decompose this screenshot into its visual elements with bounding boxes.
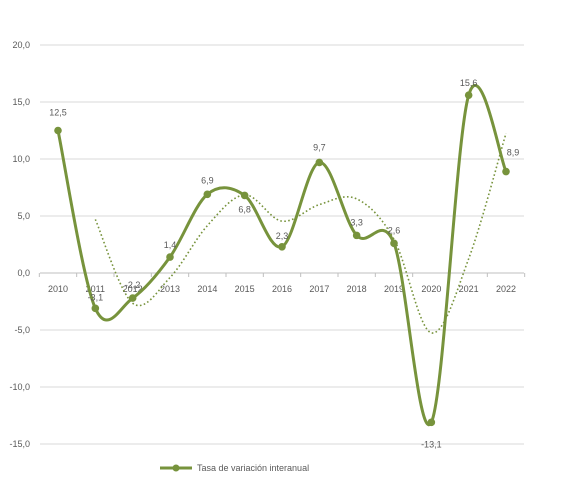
x-tick-label: 2018 bbox=[347, 284, 367, 294]
data-point bbox=[315, 158, 324, 167]
y-tick-label: 20,0 bbox=[12, 40, 30, 50]
x-tick-label: 2013 bbox=[160, 284, 180, 294]
y-tick-label: 10,0 bbox=[12, 154, 30, 164]
data-label: 6,9 bbox=[201, 175, 214, 185]
data-point bbox=[203, 190, 212, 199]
data-label: -2,2 bbox=[125, 280, 141, 290]
data-label: 6,8 bbox=[238, 204, 251, 214]
x-tick-label: 2019 bbox=[384, 284, 404, 294]
data-point bbox=[502, 167, 510, 176]
data-point bbox=[54, 126, 62, 135]
x-tick-label: 2011 bbox=[86, 284, 105, 294]
data-labels: 12,5 -3,1 -2,2 1,4 6,9 6,8 2,3 9,7 3,3 2,6 -13,1 15… bbox=[49, 78, 519, 449]
y-tick-label: 0,0 bbox=[17, 268, 30, 278]
data-point bbox=[166, 253, 174, 261]
data-point bbox=[240, 191, 249, 200]
y-tick-label: 5,0 bbox=[17, 211, 30, 221]
y-axis-ticks: 20,0 15,0 10,0 5,0 0,0 -5,0 -10,0 -15,0 bbox=[9, 40, 30, 449]
x-tick-label: 2012 bbox=[123, 284, 143, 294]
series-group bbox=[54, 83, 510, 427]
x-axis-ticks: 2010 2011 2012 2013 2014 2015 2016 2017 2018 2019… bbox=[38, 273, 526, 294]
gridlines bbox=[40, 44, 524, 445]
data-label: 8,9 bbox=[507, 148, 520, 158]
data-label: -13,1 bbox=[421, 439, 442, 449]
data-label: -3,1 bbox=[88, 292, 104, 302]
data-label: 2,3 bbox=[276, 231, 289, 241]
data-point bbox=[390, 239, 398, 248]
data-label: 15,6 bbox=[460, 78, 478, 88]
data-point bbox=[128, 294, 137, 302]
x-tick-label: 2010 bbox=[48, 284, 68, 294]
series-line-moving-average bbox=[94, 133, 507, 334]
x-tick-label: 2020 bbox=[421, 284, 441, 294]
data-label: 2,6 bbox=[388, 225, 401, 235]
legend: Tasa de variación interanual bbox=[160, 463, 309, 473]
y-tick-label: -15,0 bbox=[9, 439, 30, 449]
data-point bbox=[352, 231, 361, 240]
x-tick-label: 2015 bbox=[235, 284, 255, 294]
y-tick-label: -10,0 bbox=[9, 382, 30, 392]
x-tick-label: 2017 bbox=[309, 284, 329, 294]
x-tick-label: 2014 bbox=[197, 284, 217, 294]
x-tick-label: 2016 bbox=[272, 284, 292, 294]
data-point bbox=[427, 418, 436, 427]
data-label: 12,5 bbox=[49, 108, 67, 118]
series-line-tasa-variacion bbox=[56, 83, 508, 427]
data-label: 1,4 bbox=[164, 240, 177, 250]
x-tick-label: 2021 bbox=[459, 284, 479, 294]
legend-label: Tasa de variación interanual bbox=[197, 463, 309, 473]
legend-marker bbox=[172, 464, 180, 472]
data-label: 3,3 bbox=[350, 217, 363, 227]
x-tick-label: 2022 bbox=[496, 284, 516, 294]
data-label: 9,7 bbox=[313, 142, 326, 152]
data-point bbox=[464, 91, 473, 99]
data-point bbox=[91, 304, 100, 313]
y-tick-label: 15,0 bbox=[12, 97, 30, 107]
y-tick-label: -5,0 bbox=[14, 325, 30, 335]
data-point bbox=[278, 242, 286, 251]
